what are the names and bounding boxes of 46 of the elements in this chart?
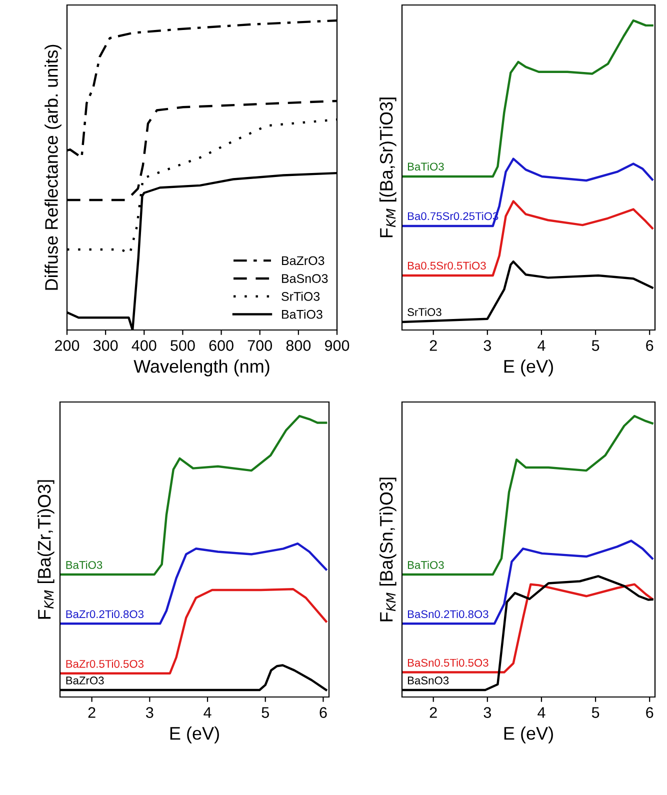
series-label: BaSn0.5Ti0.5O3 bbox=[408, 658, 488, 667]
x-tick-label: 5 bbox=[592, 340, 600, 351]
y-axis-title: Diffuse Reflectance (arb. units) bbox=[44, 44, 62, 290]
series-label: BaSn0.2Ti0.8O3 bbox=[408, 610, 488, 618]
series-label: BaTiO3 bbox=[408, 560, 444, 569]
series-label: BaTiO3 bbox=[66, 560, 102, 569]
legend-label: BaTiO3 bbox=[282, 310, 322, 319]
legend-label: SrTiO3 bbox=[282, 292, 320, 301]
series-label: BaTiO3 bbox=[408, 162, 444, 171]
x-tick-label: 4 bbox=[204, 707, 212, 718]
x-tick-label: 700 bbox=[248, 340, 272, 351]
x-tick-label: 500 bbox=[170, 340, 195, 351]
x-tick-label: 2 bbox=[88, 707, 96, 718]
series-label: BaZr0.5Ti0.5O3 bbox=[66, 660, 144, 668]
x-axis-title: Wavelength (nm) bbox=[134, 360, 270, 376]
x-axis-title: E (eV) bbox=[504, 726, 553, 744]
y-axis-title: F$_{KM}$ [Ba(Zr,Ti)O3] bbox=[37, 480, 54, 619]
series-label: BaZrO3 bbox=[66, 676, 104, 684]
series-label: Ba0.5Sr0.5TiO3 bbox=[408, 261, 486, 270]
x-tick-label: 3 bbox=[484, 707, 491, 718]
x-tick-label: 600 bbox=[209, 340, 234, 351]
x-tick-label: 4 bbox=[538, 707, 546, 718]
x-tick-label: 800 bbox=[286, 340, 311, 351]
x-axis-title: E (eV) bbox=[170, 726, 219, 744]
y-axis-title: F$_{KM}$ [Ba(Sn,Ti)O3] bbox=[379, 478, 396, 622]
x-tick-label: 200 bbox=[55, 340, 80, 351]
series-label: BaSnO3 bbox=[408, 676, 449, 684]
series-label: BaZr0.2Ti0.8O3 bbox=[66, 610, 144, 618]
series-label: SrTiO3 bbox=[408, 308, 442, 316]
y-axis-title: F$_{KM}$ [(Ba,Sr)TiO3] bbox=[379, 98, 396, 238]
x-tick-label: 3 bbox=[146, 707, 154, 718]
x-tick-label: 6 bbox=[320, 707, 327, 718]
legend-label: BaSnO3 bbox=[282, 274, 328, 283]
x-tick-label: 900 bbox=[324, 340, 350, 351]
x-tick-label: 2 bbox=[430, 707, 437, 718]
x-tick-label: 300 bbox=[93, 340, 118, 351]
x-tick-label: 4 bbox=[538, 340, 546, 351]
x-tick-label: 2 bbox=[430, 340, 437, 351]
x-axis-title: E (eV) bbox=[504, 360, 553, 376]
x-tick-label: 6 bbox=[646, 707, 654, 718]
x-tick-label: 5 bbox=[262, 707, 269, 718]
x-tick-label: 400 bbox=[132, 340, 156, 351]
legend-label: BaZrO3 bbox=[282, 256, 324, 266]
x-tick-label: 6 bbox=[646, 340, 654, 351]
x-tick-label: 5 bbox=[592, 707, 600, 718]
x-tick-label: 3 bbox=[484, 340, 491, 351]
